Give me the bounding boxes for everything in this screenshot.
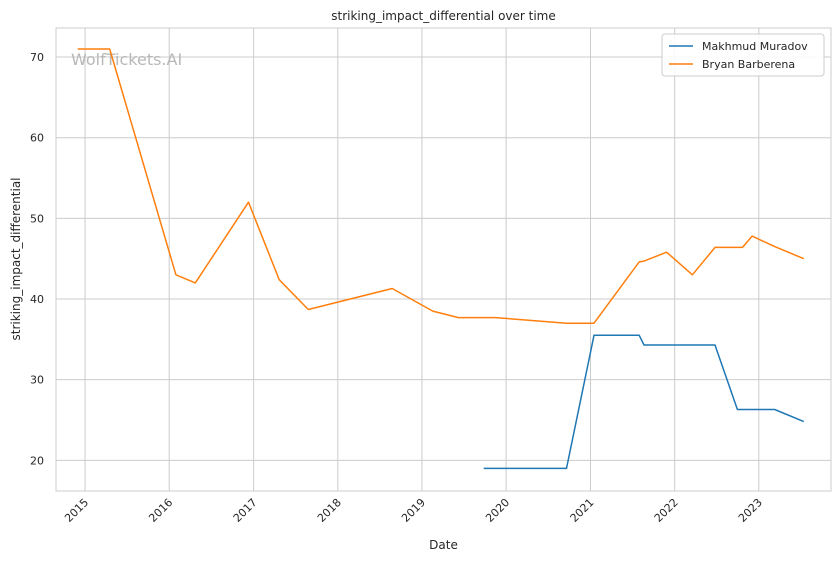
series-line-bryan-barberena [77, 48, 805, 324]
x-tick-label: 2020 [483, 496, 512, 525]
x-tick-label: 2022 [652, 496, 681, 525]
legend-items: Makhmud Muradov Bryan Barberena [669, 40, 808, 71]
x-tick-label: 2019 [399, 496, 428, 525]
grid [56, 28, 831, 491]
legend-label: Makhmud Muradov [702, 40, 808, 53]
series-layer [77, 48, 805, 470]
plot-frame [55, 27, 832, 492]
legend-label: Bryan Barberena [702, 58, 795, 71]
y-tick-label: 70 [30, 51, 44, 64]
y-tick-label: 40 [30, 293, 44, 306]
y-tick-label: 50 [30, 212, 44, 225]
chart-title: striking_impact_differential over time [331, 9, 556, 23]
x-tick-label: 2023 [736, 496, 765, 525]
x-tick-label: 2017 [231, 496, 260, 525]
x-tick-label: 2021 [568, 496, 597, 525]
watermark: WolfTickets.AI [71, 50, 182, 69]
y-tick-label: 60 [30, 132, 44, 145]
x-tick-label: 2018 [315, 496, 344, 525]
y-axis-label: striking_impact_differential [9, 177, 23, 340]
x-axis-label: Date [429, 538, 458, 552]
series-line-makhmud-muradov [483, 334, 805, 470]
x-tick-label: 2015 [62, 496, 91, 525]
x-tick-label: 2016 [146, 496, 175, 525]
y-tick-label: 30 [30, 374, 44, 387]
x-axis-ticks: 2015 2016 2017 2018 2019 2020 2021 2022 2023 [62, 496, 765, 525]
legend-box [661, 33, 825, 77]
y-tick-label: 20 [30, 454, 44, 467]
y-axis-ticks: 20 30 40 50 60 70 [30, 51, 44, 467]
legend: Makhmud Muradov Bryan Barberena [661, 33, 825, 77]
